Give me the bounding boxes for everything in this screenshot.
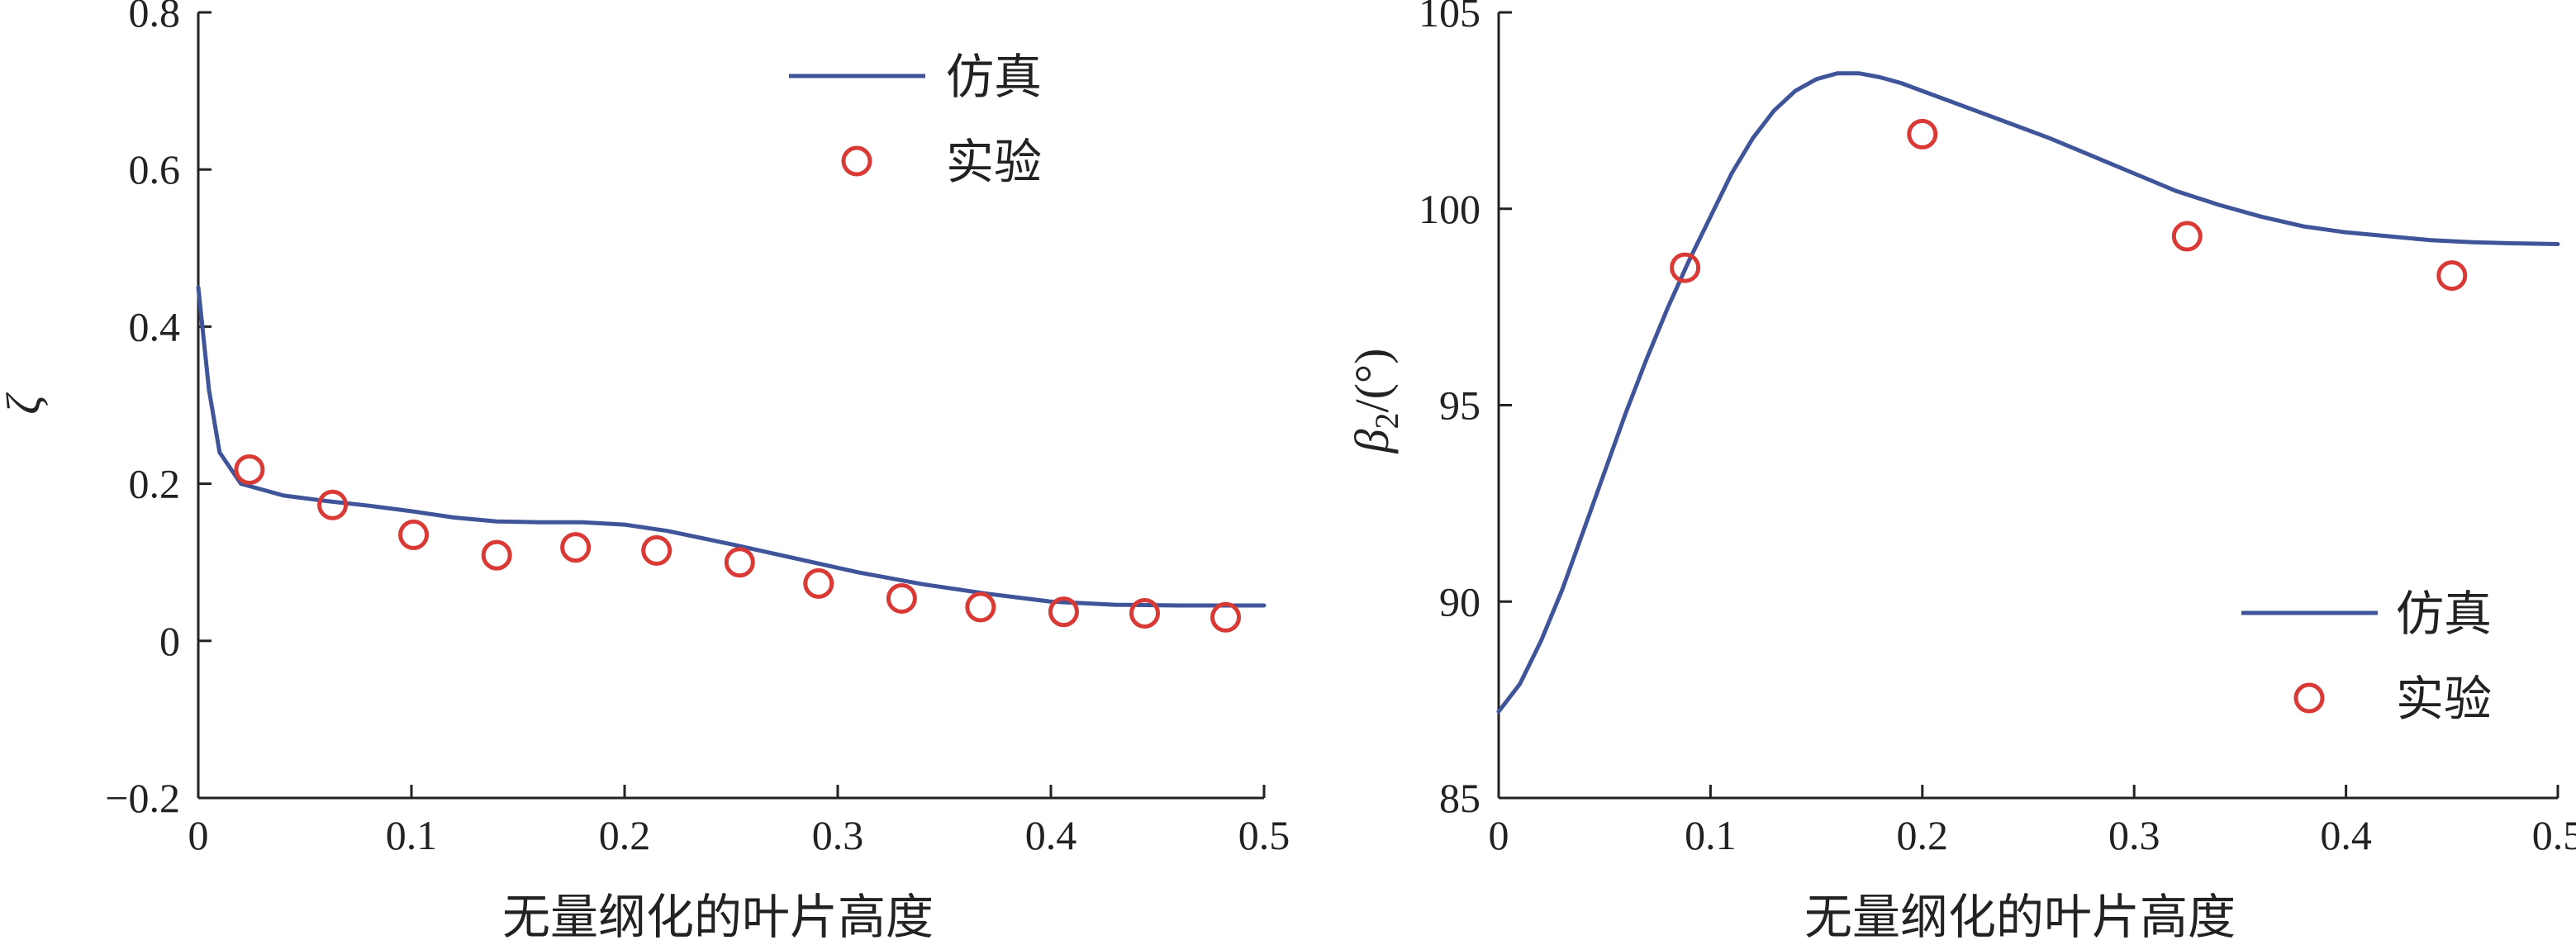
sim-series-line-right [1496, 71, 2560, 714]
exp-data-point-right [1907, 118, 1938, 150]
exp-data-point-left [965, 591, 996, 623]
y-tick-label-right: 85 [1439, 775, 1480, 821]
chart-beta2: 0 0.1 0.2 0.3 0.4 0.5 85 90 95 100 105 β2/(°) 无量纲化… [1345, 0, 2576, 945]
x-tick-label-right: 0.4 [2320, 812, 2372, 858]
x-tick-label-left: 0.2 [599, 812, 651, 858]
exp-data-point-left [481, 539, 512, 571]
y-tick-label-right: 90 [1439, 578, 1480, 624]
y-tick-label-left: 0 [159, 618, 180, 664]
x-tick-label-right: 0.1 [1685, 812, 1737, 858]
exp-data-point-left [1048, 596, 1079, 628]
y-tick-label-left: −0.2 [105, 775, 180, 821]
y-tick-label-right: 105 [1419, 0, 1480, 36]
exp-data-point-left [641, 534, 673, 566]
axes-left: 0 0.1 0.2 0.3 0.4 0.5−0.200.20.40.60.8 [105, 0, 1290, 858]
y-tick-label-left: 0.6 [129, 146, 181, 192]
legend-label-exp-right: 实验 [2396, 671, 2492, 727]
x-tick-label-right: 0 [1489, 812, 1509, 858]
exp-data-point-left [398, 519, 430, 550]
exp-data-point-left [234, 454, 265, 485]
legend-left: 仿真 实验 [789, 49, 1042, 190]
exp-data-point-left [1129, 598, 1161, 629]
legend-marker-swatch-left [841, 145, 872, 177]
legend-label-sim-left: 仿真 [946, 49, 1042, 105]
y-tick-label-left: 0.2 [129, 461, 181, 507]
legend-label-exp-left: 实验 [946, 134, 1042, 190]
y-tick-label-left: 0.8 [129, 0, 181, 36]
exp-data-point-left [560, 532, 592, 563]
exp-data-point-left [1210, 601, 1242, 633]
x-tick-label-left: 0.5 [1238, 812, 1290, 858]
exp-data-point-left [724, 547, 755, 578]
exp-data-point-left [886, 582, 917, 614]
y-axis-title-right-main: β [1345, 429, 1399, 454]
y-axis-title-right: β2/(°) [1345, 349, 1405, 454]
x-tick-label-left: 0.4 [1025, 812, 1077, 858]
y-axis-title-right-sub: 2 [1368, 413, 1405, 430]
legend-label-sim-right: 仿真 [2396, 586, 2492, 642]
exp-data-point-left [803, 567, 834, 599]
x-tick-label-left: 0.3 [812, 812, 864, 858]
y-tick-label-right: 95 [1439, 382, 1480, 429]
x-tick-label-right: 0.3 [2108, 812, 2160, 858]
exp-data-point-right [1670, 252, 1701, 283]
x-tick-label-right: 0.2 [1897, 812, 1949, 858]
y-tick-label-left: 0.4 [129, 303, 181, 349]
legend-marker-swatch-right [2293, 682, 2325, 714]
sim-series-line-left [196, 285, 1267, 608]
y-tick-label-right: 100 [1419, 186, 1480, 232]
series-layer-left [196, 285, 1267, 633]
legend-right: 仿真 实验 [2241, 586, 2492, 727]
series-layer-right [1496, 71, 2560, 714]
x-axis-title-left: 无量纲化的叶片高度 [502, 889, 934, 945]
x-tick-label-left: 0.1 [386, 812, 438, 858]
exp-data-point-left [317, 489, 349, 520]
y-axis-title-right-unit: /(°) [1345, 349, 1399, 413]
exp-data-point-right [2171, 221, 2203, 252]
y-axis-title-left: ζ [0, 392, 50, 415]
x-tick-label-right: 0.5 [2532, 812, 2576, 858]
chart-zeta: 0 0.1 0.2 0.3 0.4 0.5−0.200.20.40.60.8 ζ 无量纲化… [0, 0, 1290, 945]
exp-data-point-right [2436, 260, 2468, 292]
axes-right: 0 0.1 0.2 0.3 0.4 0.5 85 90 95 100 105 [1419, 0, 2576, 858]
x-axis-title-right: 无量纲化的叶片高度 [1804, 889, 2236, 945]
x-tick-label-left: 0 [188, 812, 209, 858]
